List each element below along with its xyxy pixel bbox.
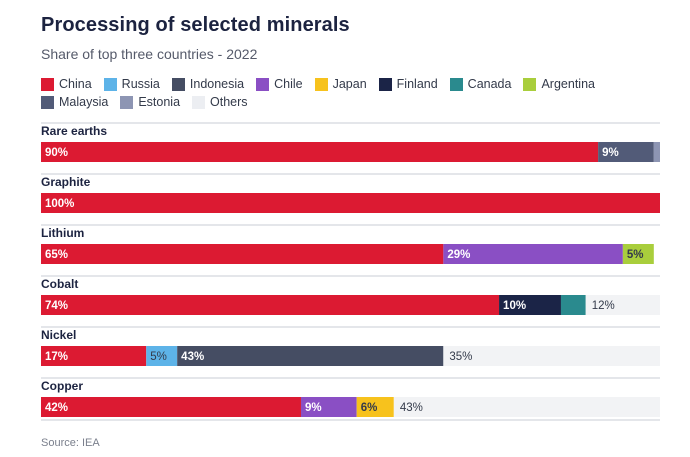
legend-label: Canada (467, 77, 512, 91)
legend-item-argentina: Argentina (523, 77, 595, 91)
chart-subtitle: Share of top three countries - 2022 (41, 46, 258, 62)
chart-source: Source: IEA (41, 437, 100, 449)
bar-segment-others (585, 295, 660, 315)
bar-segment-chile (300, 397, 357, 417)
bar-segment-estonia (653, 142, 660, 162)
data-label: 42% (45, 402, 68, 414)
bar-segment-finland (499, 295, 561, 315)
bar-segment-others (443, 346, 660, 366)
bar-segment-china (41, 193, 660, 213)
legend-item-indonesia: Indonesia (171, 77, 245, 91)
legend-swatch (314, 77, 328, 91)
legend-swatch (103, 77, 117, 91)
data-label: 12% (592, 300, 615, 312)
data-label: 6% (361, 402, 378, 414)
data-label: 29% (447, 249, 470, 261)
data-label: 100% (45, 198, 74, 210)
legend-item-chile: Chile (256, 77, 303, 91)
legend-swatch (171, 77, 185, 91)
legend-item-others: Others (192, 95, 248, 109)
bar-segment-canada (560, 295, 586, 315)
data-label: 43% (400, 402, 423, 414)
chart-legend: China Russia Indonesia Chile Japan Finland Can… (41, 77, 671, 109)
legend-item-china: China (41, 77, 92, 91)
bar-segment-chile (443, 244, 623, 264)
legend-label: Argentina (541, 77, 595, 91)
bar-segment-indonesia (177, 346, 444, 366)
legend-label: Japan (332, 77, 367, 91)
bar-segment-others (393, 397, 660, 417)
legend-item-russia: Russia (103, 77, 160, 91)
legend-swatch (449, 77, 463, 91)
legend-label: Finland (396, 77, 438, 91)
legend-label: China (59, 77, 92, 91)
data-label: 9% (305, 402, 322, 414)
bar-segment-china (41, 244, 444, 264)
legend-label: Indonesia (189, 77, 245, 91)
category-label: Copper (41, 379, 83, 393)
legend-swatch (41, 95, 54, 109)
data-label: 5% (627, 249, 644, 261)
legend-swatch (523, 77, 537, 91)
legend-label: Malaysia (59, 95, 109, 109)
category-label: Cobalt (41, 277, 78, 291)
data-label: 65% (45, 249, 68, 261)
data-label: 5% (150, 351, 167, 363)
data-label: 10% (503, 300, 526, 312)
legend-swatch (378, 77, 392, 91)
chart-title: Processing of selected minerals (41, 14, 350, 36)
legend-label: Russia (121, 77, 160, 91)
legend-label: Others (210, 95, 248, 109)
legend-swatch (41, 77, 54, 91)
data-label: 90% (45, 147, 68, 159)
legend-swatch (256, 77, 270, 91)
data-label: 17% (45, 351, 68, 363)
bar-segment-china (41, 142, 599, 162)
data-label: 74% (45, 300, 68, 312)
legend-item-finland: Finland (378, 77, 438, 91)
bar-segment-argentina (622, 244, 654, 264)
legend-swatch (120, 95, 134, 109)
legend-item-canada: Canada (449, 77, 512, 91)
legend-item-japan: Japan (314, 77, 367, 91)
category-label: Nickel (41, 328, 76, 342)
bar-segment-china (41, 295, 500, 315)
data-label: 35% (449, 351, 472, 363)
category-label: Lithium (41, 226, 84, 240)
bar-segment-malaysia (598, 142, 654, 162)
bar-segment-china (41, 397, 301, 417)
legend-swatch (192, 95, 206, 109)
data-label: 9% (602, 147, 619, 159)
legend-item-estonia: Estonia (120, 95, 180, 109)
category-label: Rare earths (41, 124, 107, 138)
legend-item-malaysia: Malaysia (41, 95, 108, 109)
legend-label: Estonia (138, 95, 181, 109)
bar-segment-china (41, 346, 147, 366)
data-label: 43% (181, 351, 204, 363)
category-label: Graphite (41, 175, 91, 189)
bar-segment-russia (146, 346, 178, 366)
bar-segment-japan (356, 397, 394, 417)
legend-label: Chile (274, 77, 303, 91)
